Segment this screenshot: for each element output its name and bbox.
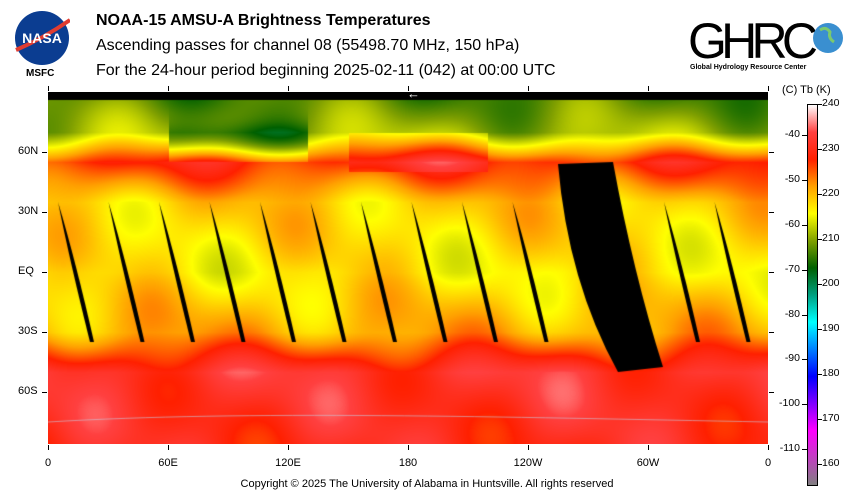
colorbar-header: (C) Tb (K) bbox=[782, 84, 831, 96]
lon-tick-mark bbox=[168, 445, 169, 450]
celsius-tick-mark bbox=[802, 134, 807, 136]
lon-tick-label: 180 bbox=[398, 457, 418, 469]
lon-tick-mark bbox=[408, 445, 409, 450]
lon-tick-label: 0 bbox=[44, 457, 52, 469]
lon-tick-mark bbox=[648, 86, 649, 91]
kelvin-tick-label: 180 bbox=[822, 366, 840, 379]
orbit-direction-arrow: ← bbox=[407, 86, 420, 101]
lat-tick-mark bbox=[42, 392, 47, 393]
lat-tick-mark bbox=[769, 332, 774, 333]
kelvin-tick-mark bbox=[818, 148, 822, 150]
lat-tick-label: 30S bbox=[18, 325, 38, 337]
kelvin-tick-label: 170 bbox=[822, 411, 840, 424]
brightness-temperature-map bbox=[48, 92, 768, 444]
kelvin-tick-label: 230 bbox=[822, 141, 840, 154]
lat-tick-mark bbox=[769, 272, 774, 273]
msfc-caption: MSFC bbox=[26, 68, 55, 79]
kelvin-tick-label: 190 bbox=[822, 321, 840, 334]
celsius-tick-mark bbox=[802, 269, 807, 271]
kelvin-tick-label: 220 bbox=[822, 186, 840, 199]
chart-subtitle: Ascending passes for channel 08 (55498.7… bbox=[96, 37, 520, 54]
lon-tick-label: 0 bbox=[764, 457, 772, 469]
kelvin-tick-mark bbox=[818, 418, 822, 420]
celsius-tick-label: -60 bbox=[784, 217, 800, 230]
lat-tick-mark bbox=[42, 332, 47, 333]
lon-tick-mark bbox=[648, 445, 649, 450]
kelvin-tick-mark bbox=[818, 238, 822, 240]
lat-tick-label: 60N bbox=[18, 145, 39, 157]
lat-tick-mark bbox=[42, 152, 47, 153]
lat-tick-mark bbox=[42, 212, 47, 213]
celsius-tick-label: -40 bbox=[784, 127, 800, 140]
lon-tick-mark bbox=[408, 86, 409, 91]
kelvin-tick-label: 210 bbox=[822, 231, 840, 244]
lat-tick-mark bbox=[769, 152, 774, 153]
lon-tick-label: 60E bbox=[158, 457, 178, 469]
lat-tick-mark bbox=[42, 272, 47, 273]
lon-tick-mark bbox=[48, 445, 49, 450]
lon-tick-mark bbox=[288, 445, 289, 450]
celsius-tick-label: -100 bbox=[778, 397, 800, 410]
kelvin-tick-mark bbox=[818, 328, 822, 330]
lat-tick-label: 60S bbox=[18, 385, 38, 397]
lon-tick-mark bbox=[288, 86, 289, 91]
kelvin-tick-mark bbox=[818, 463, 822, 465]
kelvin-tick-label: 160 bbox=[822, 456, 840, 469]
svg-text:NASA: NASA bbox=[22, 30, 62, 46]
kelvin-tick-mark bbox=[818, 104, 822, 105]
lon-tick-mark bbox=[768, 445, 769, 450]
ghrc-logo: GHRC bbox=[688, 13, 843, 69]
lon-tick-label: 60W bbox=[636, 457, 660, 469]
lat-tick-label: EQ bbox=[18, 265, 34, 277]
celsius-tick-mark bbox=[802, 449, 807, 451]
colorbar bbox=[807, 104, 818, 486]
lon-tick-label: 120E bbox=[275, 457, 301, 469]
lat-tick-label: 30N bbox=[18, 205, 39, 217]
celsius-tick-label: -80 bbox=[784, 307, 800, 320]
ghrc-caption: Global Hydrology Resource Center bbox=[690, 64, 807, 71]
celsius-tick-label: -50 bbox=[784, 172, 800, 185]
celsius-tick-mark bbox=[802, 179, 807, 181]
celsius-tick-mark bbox=[802, 359, 807, 361]
copyright: Copyright © 2025 The University of Alaba… bbox=[240, 478, 614, 490]
kelvin-tick-label: 200 bbox=[822, 276, 840, 289]
lon-tick-mark bbox=[48, 86, 49, 91]
lat-tick-mark bbox=[769, 212, 774, 213]
kelvin-tick-mark bbox=[818, 373, 822, 375]
kelvin-tick-mark bbox=[818, 193, 822, 195]
nasa-logo: NASA bbox=[15, 11, 70, 65]
svg-text:GHRC: GHRC bbox=[688, 13, 818, 69]
chart-period: For the 24-hour period beginning 2025-02… bbox=[96, 62, 556, 79]
lon-tick-label: 120W bbox=[513, 457, 543, 469]
chart-title: NOAA-15 AMSU-A Brightness Temperatures bbox=[96, 12, 431, 29]
celsius-tick-mark bbox=[802, 224, 807, 226]
celsius-tick-label: -110 bbox=[779, 442, 800, 455]
lon-tick-mark bbox=[528, 86, 529, 91]
celsius-tick-mark bbox=[802, 404, 807, 406]
celsius-tick-label: -70 bbox=[784, 262, 800, 275]
celsius-tick-mark bbox=[802, 314, 807, 316]
lon-tick-mark bbox=[768, 86, 769, 91]
celsius-tick-label: -90 bbox=[784, 352, 800, 365]
lon-tick-mark bbox=[168, 86, 169, 91]
lon-tick-mark bbox=[528, 445, 529, 450]
kelvin-tick-mark bbox=[818, 283, 822, 285]
kelvin-tick-label: 240 bbox=[822, 97, 840, 109]
lat-tick-mark bbox=[769, 392, 774, 393]
